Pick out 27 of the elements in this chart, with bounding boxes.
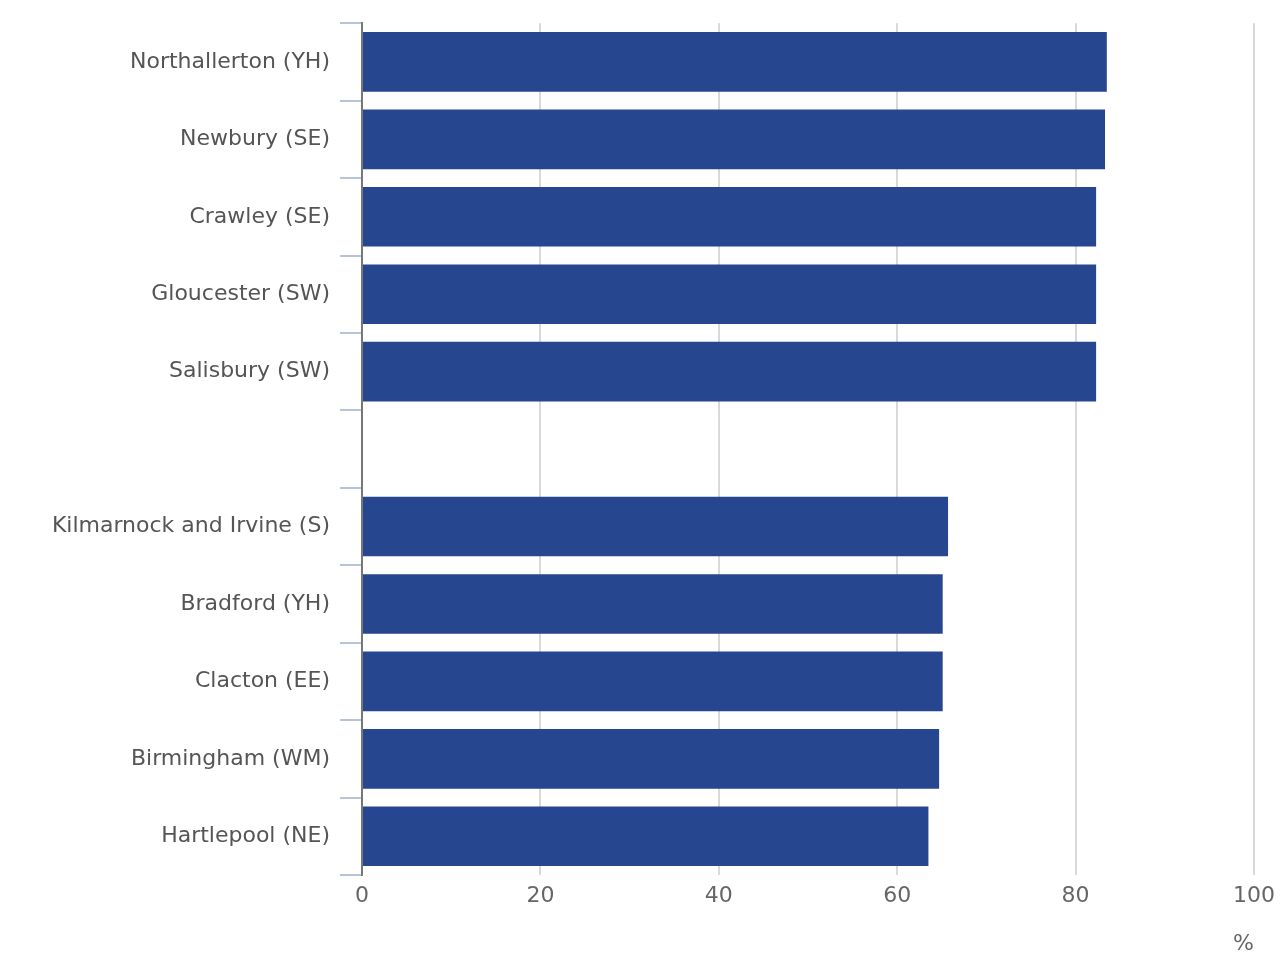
bar	[363, 264, 1097, 325]
y-tick-label: Kilmarnock and Irvine (S)	[51, 512, 330, 538]
x-tick-label: 100	[1233, 881, 1275, 907]
y-tick-label: Northallerton (YH)	[130, 47, 330, 73]
y-tick-label: Crawley (SE)	[189, 202, 330, 228]
x-tick-label: 80	[1061, 881, 1090, 907]
x-tick-label: 20	[526, 881, 555, 907]
bar	[363, 651, 943, 712]
bar	[363, 341, 1097, 402]
y-tick-label: Salisbury (SW)	[169, 357, 330, 383]
y-tick-label: Gloucester (SW)	[151, 279, 330, 305]
bar	[363, 32, 1107, 92]
y-tick-label: Newbury (SE)	[180, 125, 330, 151]
bar	[363, 806, 929, 867]
y-tick-label: Clacton (EE)	[194, 667, 330, 693]
bar	[363, 496, 949, 557]
bar	[363, 109, 1106, 170]
y-tick-label: Bradford (YH)	[180, 589, 330, 615]
x-tick-label: 60	[883, 881, 912, 907]
bar	[363, 574, 943, 634]
x-tick-label: 40	[704, 881, 733, 907]
y-tick-label: Hartlepool (NE)	[161, 822, 330, 847]
x-tick-label: 0	[355, 881, 369, 907]
y-tick-label: Birmingham (WM)	[130, 744, 330, 770]
bar	[363, 186, 1097, 247]
x-axis-title: %	[1233, 929, 1254, 955]
bar	[363, 729, 940, 789]
